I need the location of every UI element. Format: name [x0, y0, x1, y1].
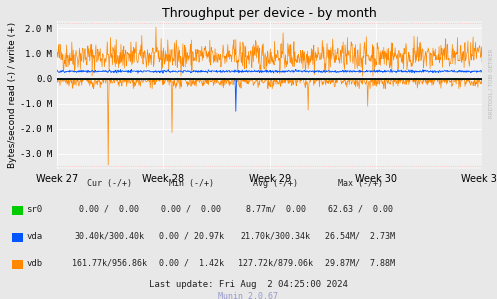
- Text: vdb: vdb: [26, 259, 42, 268]
- Text: sr0: sr0: [26, 205, 42, 214]
- Text: Cur (-/+): Cur (-/+): [87, 179, 132, 188]
- Text: 21.70k/300.34k: 21.70k/300.34k: [241, 232, 311, 241]
- Text: Min (-/+): Min (-/+): [169, 179, 214, 188]
- Text: Munin 2.0.67: Munin 2.0.67: [219, 292, 278, 299]
- Text: 161.77k/956.86k: 161.77k/956.86k: [72, 259, 147, 268]
- Text: Max (-/+): Max (-/+): [338, 179, 383, 188]
- Text: vda: vda: [26, 232, 42, 241]
- Text: 29.87M/  7.88M: 29.87M/ 7.88M: [326, 259, 395, 268]
- Text: 62.63 /  0.00: 62.63 / 0.00: [328, 205, 393, 214]
- Title: Throughput per device - by month: Throughput per device - by month: [162, 7, 377, 20]
- Text: 0.00 /  1.42k: 0.00 / 1.42k: [159, 259, 224, 268]
- Text: 30.40k/300.40k: 30.40k/300.40k: [75, 232, 144, 241]
- Text: 0.00 /  0.00: 0.00 / 0.00: [162, 205, 221, 214]
- Text: 26.54M/  2.73M: 26.54M/ 2.73M: [326, 232, 395, 241]
- Text: Last update: Fri Aug  2 04:25:00 2024: Last update: Fri Aug 2 04:25:00 2024: [149, 280, 348, 289]
- Text: 0.00 /  0.00: 0.00 / 0.00: [80, 205, 139, 214]
- Text: 127.72k/879.06k: 127.72k/879.06k: [239, 259, 313, 268]
- Text: 0.00 / 20.97k: 0.00 / 20.97k: [159, 232, 224, 241]
- Text: 8.77m/  0.00: 8.77m/ 0.00: [246, 205, 306, 214]
- Text: RRDTOOL / TOBI OETIKER: RRDTOOL / TOBI OETIKER: [489, 49, 494, 118]
- Y-axis label: Bytes/second read (-) / write (+): Bytes/second read (-) / write (+): [8, 22, 17, 168]
- Text: Avg (-/+): Avg (-/+): [253, 179, 298, 188]
